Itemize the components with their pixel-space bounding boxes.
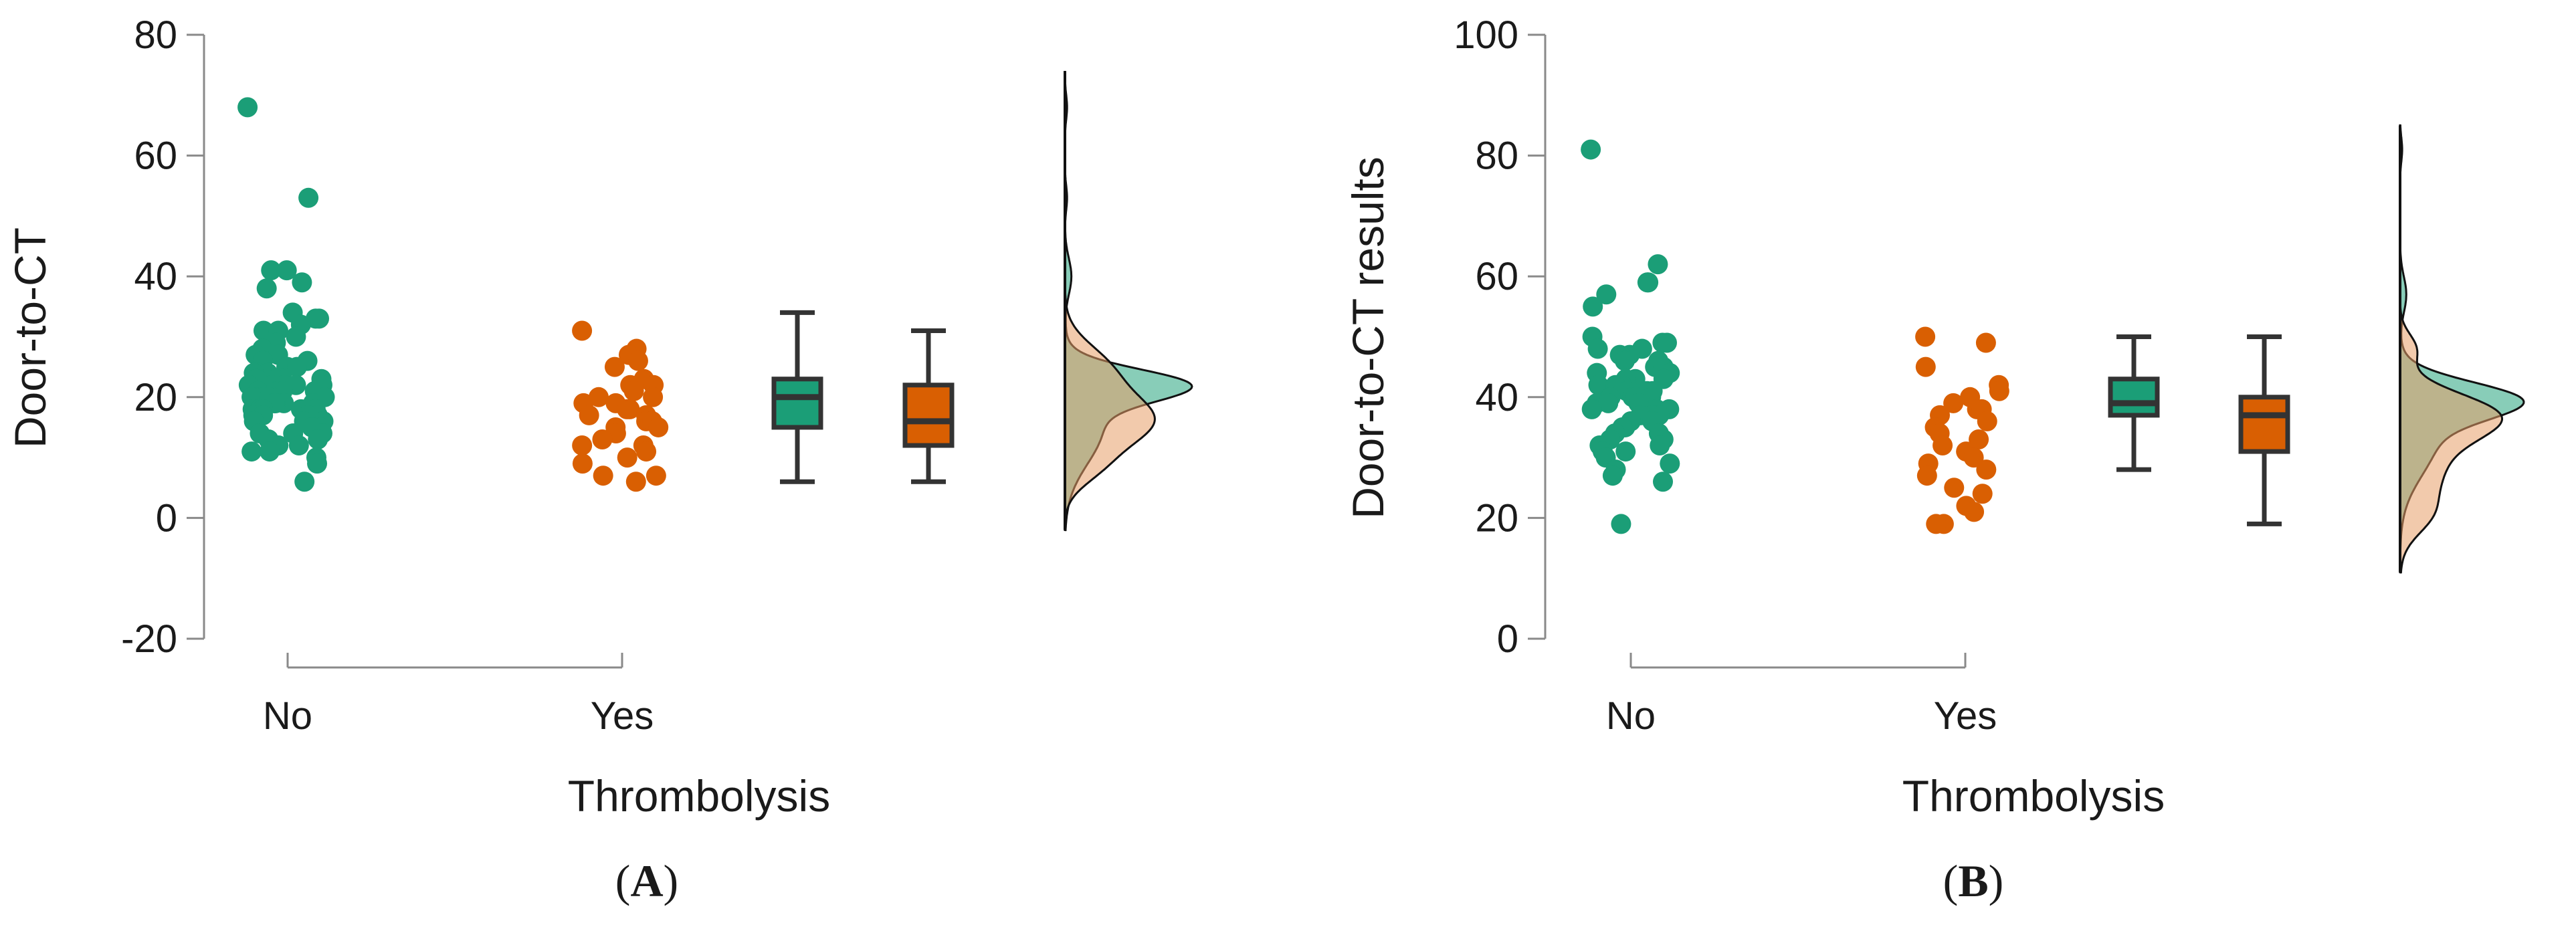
y-tick-label: 80 <box>1475 134 1518 178</box>
data-point-yes <box>1989 381 2009 401</box>
y-tick-label: 60 <box>1475 255 1518 298</box>
data-point-yes <box>617 447 637 468</box>
density-cloud-yes <box>2399 125 2503 574</box>
data-point-yes <box>592 429 613 450</box>
data-point-no <box>1581 139 1601 160</box>
y-axis-title: Door-to-CT results <box>1343 157 1393 519</box>
data-point-yes <box>1915 356 1936 377</box>
data-point-yes <box>1933 435 1953 456</box>
data-point-no <box>298 187 319 208</box>
x-axis-title: Thrombolysis <box>1902 771 2165 821</box>
panel-label: (B) <box>1943 855 2004 906</box>
x-tick-label: No <box>1606 694 1656 738</box>
y-tick-label: 0 <box>156 496 177 540</box>
data-point-no <box>292 272 312 293</box>
data-point-no <box>287 356 308 377</box>
data-point-no <box>286 326 306 347</box>
density-cloud-yes <box>1064 71 1156 532</box>
data-point-no <box>308 429 328 450</box>
data-point-no <box>1650 435 1670 456</box>
data-point-no <box>276 260 297 281</box>
data-point-yes <box>1916 465 1937 486</box>
data-point-yes <box>648 417 669 437</box>
data-point-no <box>1581 399 1602 419</box>
data-point-yes <box>1972 484 1993 504</box>
data-point-no <box>1653 472 1674 492</box>
data-point-no <box>260 441 280 462</box>
y-tick-label: 60 <box>134 134 177 178</box>
data-point-no <box>1583 296 1603 317</box>
data-point-no <box>253 320 274 341</box>
data-point-no <box>1615 441 1636 462</box>
data-point-yes <box>617 399 637 419</box>
data-point-no <box>1588 375 1609 395</box>
data-point-no <box>307 453 328 474</box>
data-point-yes <box>579 405 599 425</box>
data-point-yes <box>572 320 593 341</box>
data-point-no <box>1602 465 1623 486</box>
y-tick-label: 40 <box>134 255 177 298</box>
data-point-no <box>288 435 309 456</box>
data-point-no <box>1615 350 1636 371</box>
x-tick-label: Yes <box>591 694 654 738</box>
data-point-yes <box>588 387 609 407</box>
data-point-no <box>309 308 330 329</box>
data-point-no <box>1637 272 1658 293</box>
data-point-no <box>1598 393 1619 413</box>
data-point-yes <box>625 472 646 492</box>
y-tick-label: 20 <box>1475 496 1518 540</box>
panel-label: (A) <box>615 855 678 906</box>
data-point-yes <box>1976 459 1997 480</box>
data-point-yes <box>1943 393 1964 413</box>
panel-a: -20 0 20 40 60 80 Door-to-CT No Yes Thrombolysis (… <box>5 13 1193 906</box>
data-point-yes <box>1926 514 1947 534</box>
data-point-yes <box>1969 429 1989 450</box>
y-tick-label: 20 <box>134 376 177 419</box>
y-tick-label: 100 <box>1454 13 1518 57</box>
y-tick-label: 0 <box>1497 617 1518 661</box>
data-point-yes <box>1944 478 1965 498</box>
y-tick-label: 80 <box>134 13 177 57</box>
data-point-yes <box>1977 411 1997 431</box>
data-point-yes <box>572 435 593 456</box>
data-point-no <box>1660 453 1680 474</box>
data-point-yes <box>593 465 613 486</box>
data-point-no <box>1596 284 1617 305</box>
data-point-yes <box>572 453 593 474</box>
data-point-no <box>237 97 258 118</box>
data-point-yes <box>646 465 666 486</box>
y-tick-label: -20 <box>121 617 177 661</box>
y-tick-label: 40 <box>1475 376 1518 419</box>
data-point-no <box>1656 332 1677 353</box>
data-point-yes <box>1915 326 1936 347</box>
box-yes <box>2238 395 2290 454</box>
data-point-yes <box>604 356 625 377</box>
panel-b: 0 20 40 60 80 100 Door-to-CT results No Yes Throm… <box>1343 13 2525 906</box>
data-point-yes <box>636 441 657 462</box>
data-point-yes <box>643 387 664 407</box>
data-point-yes <box>1975 332 1996 353</box>
data-point-yes <box>1964 502 1985 522</box>
y-axis-title: Door-to-CT <box>5 227 55 448</box>
data-point-no <box>256 278 277 299</box>
data-point-no <box>241 441 262 462</box>
data-point-no <box>294 472 315 492</box>
box-no <box>2108 377 2160 418</box>
data-point-yes <box>627 350 648 371</box>
data-point-yes <box>623 381 644 401</box>
data-point-no <box>1648 254 1668 275</box>
box-no <box>771 377 823 430</box>
data-point-no <box>1611 514 1631 534</box>
data-point-no <box>261 260 282 281</box>
data-point-yes <box>1963 447 1984 468</box>
data-point-no <box>1587 338 1608 359</box>
x-tick-label: Yes <box>1934 694 1997 738</box>
x-axis-title: Thrombolysis <box>568 771 830 821</box>
box-yes <box>902 383 955 448</box>
x-tick-label: No <box>263 694 312 738</box>
